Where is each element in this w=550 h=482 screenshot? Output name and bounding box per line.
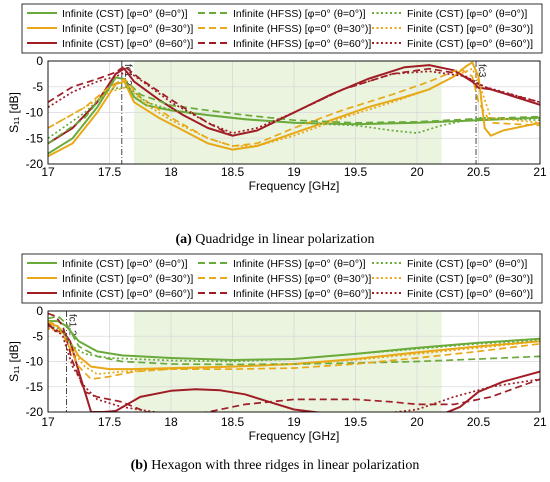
x-tick-label: 17.5 bbox=[98, 165, 122, 179]
series-line bbox=[48, 78, 540, 145]
plot-frame bbox=[47, 310, 541, 413]
x-tick-label: 20.5 bbox=[467, 415, 491, 429]
x-axis-label: Frequency [GHz] bbox=[249, 179, 340, 193]
x-tick-label: 17 bbox=[41, 415, 55, 429]
legend-entry: Infinite (HFSS) [φ=0° (θ=30°)] bbox=[233, 273, 371, 285]
series-line bbox=[48, 325, 540, 363]
legend-entry: Finite (CST) [φ=0° (θ=60°)] bbox=[407, 288, 533, 300]
legend: Infinite (CST) [φ=0° (θ=0°)] Infinite (CS… bbox=[21, 3, 543, 54]
y-tick-label: -15 bbox=[26, 380, 44, 394]
x-tick-label: 18 bbox=[164, 165, 178, 179]
legend-entry: Infinite (CST) [φ=0° (θ=60°)] bbox=[62, 38, 193, 50]
x-tick-label: 19.5 bbox=[344, 415, 368, 429]
x-tick-label: 19 bbox=[287, 165, 301, 179]
series-line bbox=[48, 320, 540, 381]
y-tick-label: -20 bbox=[26, 405, 44, 419]
legend-entry: Finite (CST) [φ=0° (θ=0°)] bbox=[407, 258, 527, 270]
series-line bbox=[48, 312, 540, 412]
x-tick-label: 18.5 bbox=[221, 165, 245, 179]
caption-b: (b) Hexagon with three ridges in linear … bbox=[0, 458, 550, 474]
legend-entry: Infinite (HFSS) [φ=0° (θ=0°)] bbox=[233, 258, 366, 270]
y-tick-label: -5 bbox=[32, 80, 43, 94]
y-tick-label: 0 bbox=[36, 54, 43, 68]
legend-entry: Finite (CST) [φ=0° (θ=30°)] bbox=[407, 23, 533, 35]
legend-entry: Infinite (HFSS) [φ=0° (θ=0°)] bbox=[233, 8, 366, 20]
legend: Infinite (CST) [φ=0° (θ=0°)] Infinite (CS… bbox=[21, 253, 543, 304]
y-axis-label: S₁₁ [dB] bbox=[7, 341, 21, 382]
series-line bbox=[48, 67, 540, 147]
legend-entry: Infinite (HFSS) [φ=0° (θ=60°)] bbox=[233, 288, 371, 300]
plot-frame bbox=[47, 60, 541, 165]
caption-a-label: (a) bbox=[175, 232, 192, 247]
x-tick-label: 18 bbox=[164, 415, 178, 429]
y-tick-label: 0 bbox=[36, 304, 43, 318]
y-tick-label: -10 bbox=[26, 355, 44, 369]
y-tick-label: -5 bbox=[32, 329, 43, 343]
cutoff-label: fc3 bbox=[476, 64, 487, 78]
legend-entry: Infinite (CST) [φ=0° (θ=30°)] bbox=[62, 23, 193, 35]
caption-a: (a) Quadridge in linear polarization bbox=[0, 232, 550, 248]
x-tick-label: 20 bbox=[410, 415, 424, 429]
caption-b-label: (b) bbox=[130, 458, 148, 473]
caption-b-text: Hexagon with three ridges in linear pola… bbox=[151, 458, 420, 473]
y-axis-label: S₁₁ [dB] bbox=[7, 92, 21, 133]
series-line bbox=[48, 315, 540, 366]
x-tick-label: 19.5 bbox=[344, 165, 368, 179]
cutoff-label: fc1,2 bbox=[122, 64, 133, 86]
chart-a: fc1,2 fc3 17 17.5 18 18.5 19 19.5 20 20.5 21 0 -5 -10… bbox=[7, 3, 547, 193]
x-tick-label: 17.5 bbox=[98, 415, 122, 429]
x-tick-label: 18.5 bbox=[221, 415, 245, 429]
x-tick-label: 20 bbox=[410, 165, 424, 179]
legend-entry: Infinite (CST) [φ=0° (θ=60°)] bbox=[62, 288, 193, 300]
legend-entry: Finite (CST) [φ=0° (θ=60°)] bbox=[407, 38, 533, 50]
series-line bbox=[48, 65, 540, 137]
series-line bbox=[48, 67, 540, 147]
cutoff-label: fc1,2 bbox=[66, 314, 77, 336]
legend-entry: Finite (CST) [φ=0° (θ=30°)] bbox=[407, 273, 533, 285]
legend-entry: Infinite (CST) [φ=0° (θ=30°)] bbox=[62, 273, 193, 285]
y-tick-label: -15 bbox=[26, 131, 44, 145]
x-axis-label: Frequency [GHz] bbox=[249, 429, 340, 443]
legend-entry: Infinite (CST) [φ=0° (θ=0°)] bbox=[62, 258, 188, 270]
series-line bbox=[48, 320, 540, 361]
y-tick-label: -20 bbox=[26, 157, 44, 171]
legend-entry: Infinite (CST) [φ=0° (θ=0°)] bbox=[62, 8, 188, 20]
legend-entry: Infinite (HFSS) [φ=0° (θ=60°)] bbox=[233, 38, 371, 50]
legend-entry: Finite (CST) [φ=0° (θ=0°)] bbox=[407, 8, 527, 20]
legend-box bbox=[21, 3, 543, 54]
chart-b: fc1,2 17 17.5 18 18.5 19 19.5 20 20.5 21 0 -5 -10 -15… bbox=[7, 253, 547, 443]
caption-a-text: Quadridge in linear polarization bbox=[195, 232, 375, 247]
x-tick-label: 21 bbox=[533, 165, 547, 179]
x-tick-label: 19 bbox=[287, 415, 301, 429]
legend-entry: Infinite (HFSS) [φ=0° (θ=30°)] bbox=[233, 23, 371, 35]
y-tick-label: -10 bbox=[26, 106, 44, 120]
legend-box bbox=[21, 253, 543, 304]
series-line bbox=[48, 327, 540, 375]
series-line bbox=[48, 76, 540, 155]
x-tick-label: 20.5 bbox=[467, 165, 491, 179]
x-tick-label: 21 bbox=[533, 415, 547, 429]
x-tick-label: 17 bbox=[41, 165, 55, 179]
